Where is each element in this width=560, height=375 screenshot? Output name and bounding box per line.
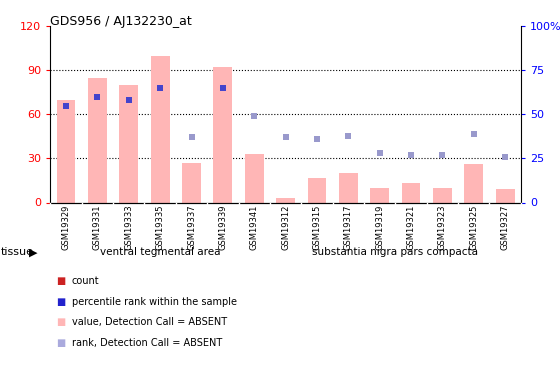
- Bar: [245, 154, 264, 203]
- Text: GDS956 / AJ132230_at: GDS956 / AJ132230_at: [50, 15, 192, 28]
- Bar: [402, 183, 421, 203]
- Text: GSM19331: GSM19331: [93, 204, 102, 250]
- Text: GSM19317: GSM19317: [344, 204, 353, 250]
- Text: rank, Detection Call = ABSENT: rank, Detection Call = ABSENT: [72, 338, 222, 348]
- Bar: [370, 188, 389, 202]
- Text: GSM19335: GSM19335: [156, 204, 165, 250]
- Bar: [307, 177, 326, 203]
- Text: GSM19329: GSM19329: [62, 204, 71, 250]
- Text: tissue: tissue: [1, 247, 34, 257]
- Bar: [276, 198, 295, 202]
- Text: GSM19319: GSM19319: [375, 204, 384, 250]
- Bar: [213, 68, 232, 203]
- Bar: [57, 100, 76, 202]
- Text: ■: ■: [56, 297, 66, 307]
- Text: percentile rank within the sample: percentile rank within the sample: [72, 297, 237, 307]
- Bar: [151, 56, 170, 202]
- Text: GSM19339: GSM19339: [218, 204, 227, 250]
- Text: value, Detection Call = ABSENT: value, Detection Call = ABSENT: [72, 318, 227, 327]
- Text: GSM19333: GSM19333: [124, 204, 133, 250]
- Text: ventral tegmental area: ventral tegmental area: [100, 247, 221, 257]
- Text: GSM19325: GSM19325: [469, 204, 478, 250]
- Text: GSM19315: GSM19315: [312, 204, 321, 250]
- Text: ■: ■: [56, 276, 66, 286]
- Text: GSM19321: GSM19321: [407, 204, 416, 250]
- Bar: [182, 163, 201, 202]
- Bar: [339, 173, 358, 202]
- Text: substantia nigra pars compacta: substantia nigra pars compacta: [312, 247, 478, 257]
- Bar: [464, 164, 483, 202]
- Text: GSM19327: GSM19327: [501, 204, 510, 250]
- Bar: [433, 188, 452, 202]
- Text: GSM19337: GSM19337: [187, 204, 196, 250]
- Bar: [496, 189, 515, 202]
- Text: GSM19341: GSM19341: [250, 204, 259, 250]
- Text: ■: ■: [56, 338, 66, 348]
- Text: GSM19323: GSM19323: [438, 204, 447, 250]
- Text: count: count: [72, 276, 99, 286]
- Bar: [119, 85, 138, 202]
- Bar: [88, 78, 107, 203]
- Text: ■: ■: [56, 318, 66, 327]
- Text: GSM19312: GSM19312: [281, 204, 290, 250]
- Text: ▶: ▶: [29, 247, 38, 257]
